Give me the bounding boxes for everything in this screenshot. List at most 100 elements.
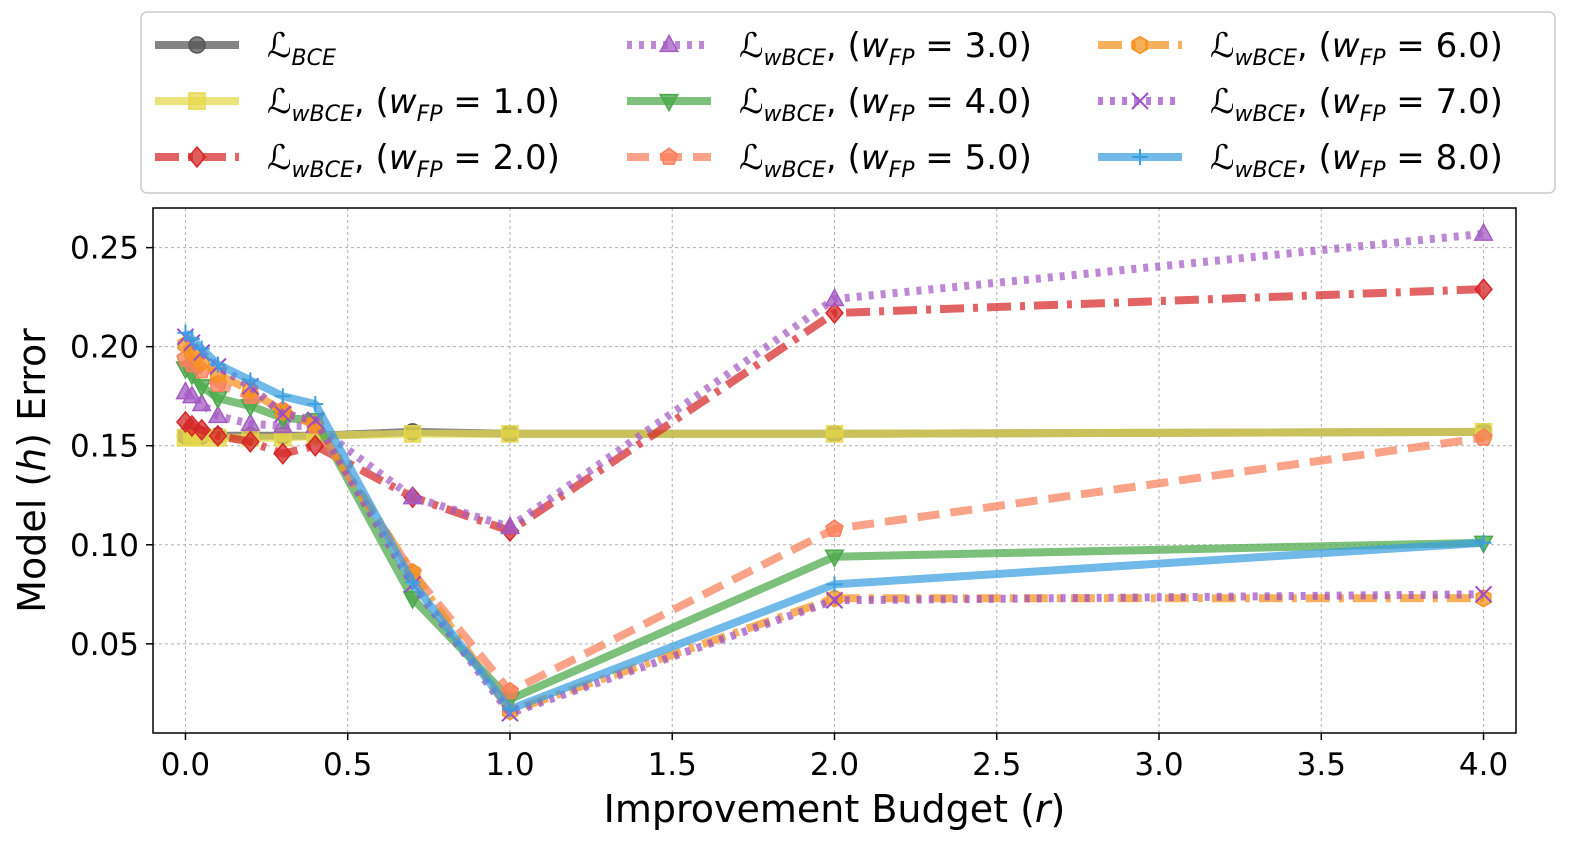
data-point <box>191 379 212 398</box>
y-tick-label: 0.15 <box>70 429 139 465</box>
legend-label-sub: wBCE <box>1235 158 1297 183</box>
series-layer <box>175 222 1494 722</box>
data-point <box>1474 428 1493 446</box>
legend-label-rest: , ( <box>1297 82 1332 122</box>
legend-entry: ℒwBCE, (wFP = 7.0) <box>1098 82 1503 127</box>
legend-swatch-marker <box>658 33 680 53</box>
legend-entry: ℒwBCE, (wFP = 1.0) <box>155 82 560 127</box>
legend-label-w: w <box>1332 26 1360 66</box>
legend-label-sub: wBCE <box>1235 46 1297 71</box>
axis-ticks: 0.0 0.5 1.0 1.5 2.0 2.5 3.0 3.5 4.0 0.05 0.10 0.15 0… <box>70 231 1508 783</box>
legend-label-main: ℒ <box>739 82 764 122</box>
legend-label-rest: , ( <box>354 82 389 122</box>
legend-label-end: = 2.0) <box>442 138 559 178</box>
data-point <box>305 434 325 457</box>
legend-swatch-marker <box>188 36 206 54</box>
data-point <box>274 388 291 405</box>
legend-label-sub: wBCE <box>764 102 826 127</box>
series-9 <box>177 324 1492 718</box>
y-tick-label: 0.20 <box>70 330 139 366</box>
x-tick-label: 2.5 <box>972 747 1021 783</box>
legend-label-sub2: FP <box>1360 102 1387 127</box>
legend-label-rest: , ( <box>826 138 861 178</box>
data-point <box>1474 585 1493 604</box>
legend-label: ℒwBCE, (wFP = 8.0) <box>1210 138 1503 183</box>
data-point <box>501 701 518 718</box>
legend-entry: ℒwBCE, (wFP = 5.0) <box>627 138 1032 183</box>
legend-label-sub2: FP <box>417 102 444 127</box>
data-point <box>1474 278 1493 301</box>
legend-label-w: w <box>861 82 889 122</box>
legend-label-w: w <box>1332 138 1360 178</box>
legend-entry: ℒwBCE, (wFP = 6.0) <box>1098 26 1503 71</box>
x-tick-label: 4.0 <box>1459 747 1508 783</box>
data-point <box>501 425 519 443</box>
x-tick-label: 1.5 <box>648 747 697 783</box>
legend-label-main: ℒ <box>739 138 764 178</box>
data-point <box>1475 589 1492 608</box>
data-point <box>193 340 210 357</box>
series-4 <box>175 222 1494 535</box>
legend-label-main: ℒ <box>267 82 292 122</box>
legend-box <box>140 11 1556 194</box>
data-point <box>825 519 844 537</box>
data-point <box>207 404 228 424</box>
legend-label: ℒwBCE, (wFP = 1.0) <box>267 82 560 127</box>
x-axis-label-suffix: ) <box>1051 787 1066 831</box>
x-tick-label: 1.0 <box>485 747 534 783</box>
legend-label-sub2: FP <box>417 158 444 183</box>
data-point <box>825 591 844 609</box>
legend-label-sub: wBCE <box>292 102 354 127</box>
data-point <box>825 425 844 443</box>
legend-swatch-marker <box>1132 149 1148 165</box>
legend-swatch-marker <box>659 147 679 165</box>
x-axis-label: Improvement Budget (r) <box>604 787 1066 831</box>
legend-swatch-marker <box>1131 35 1149 55</box>
x-tick-label: 0.5 <box>323 747 372 783</box>
legend-label-main: ℒ <box>739 26 764 66</box>
data-point <box>240 430 260 453</box>
legend-swatch-marker <box>188 92 206 110</box>
legend-label-end: = 7.0) <box>1385 82 1502 122</box>
legend-label-end: = 3.0) <box>914 26 1031 66</box>
x-tick-label: 0.0 <box>161 747 210 783</box>
data-point <box>402 486 423 505</box>
data-point <box>824 549 845 568</box>
legend-label-w: w <box>861 26 889 66</box>
legend-label: ℒwBCE, (wFP = 6.0) <box>1210 26 1503 71</box>
data-point <box>273 442 293 465</box>
legend-label-main: ℒ <box>267 26 292 66</box>
data-point <box>824 287 845 307</box>
legend-label-sub: wBCE <box>764 158 826 183</box>
data-point <box>274 405 292 423</box>
legend-label-sub2: FP <box>889 158 916 183</box>
data-point <box>500 681 520 700</box>
data-point <box>209 356 226 373</box>
legend-label-rest: , ( <box>1297 138 1332 178</box>
legend-label-w: w <box>389 138 417 178</box>
x-axis-label-prefix: Improvement Budget ( <box>604 787 1035 831</box>
data-point <box>240 412 261 432</box>
y-axis-label-var: h <box>10 448 54 472</box>
legend-label-rest: , ( <box>826 26 861 66</box>
x-tick-label: 3.5 <box>1297 747 1346 783</box>
y-axis-label-prefix: Model ( <box>10 472 54 613</box>
legend-label: ℒwBCE, (wFP = 4.0) <box>739 82 1032 127</box>
legend-label-sub2: FP <box>1360 46 1387 71</box>
x-tick-label: 3.0 <box>1134 747 1183 783</box>
legend-entry: ℒwBCE, (wFP = 4.0) <box>627 82 1032 127</box>
data-point <box>499 515 521 535</box>
data-point <box>1475 534 1492 551</box>
legend-label-w: w <box>389 82 417 122</box>
legend-label-main: ℒ <box>267 138 292 178</box>
data-point <box>191 392 212 412</box>
data-point <box>208 424 228 447</box>
legend-label: ℒwBCE, (wFP = 2.0) <box>267 138 560 183</box>
legend-label-rest: , ( <box>826 82 861 122</box>
legend-label: ℒBCE <box>267 26 336 71</box>
legend-label-main: ℒ <box>1210 82 1235 122</box>
legend-swatch-marker <box>187 145 207 169</box>
x-axis-label-var: r <box>1035 787 1053 831</box>
